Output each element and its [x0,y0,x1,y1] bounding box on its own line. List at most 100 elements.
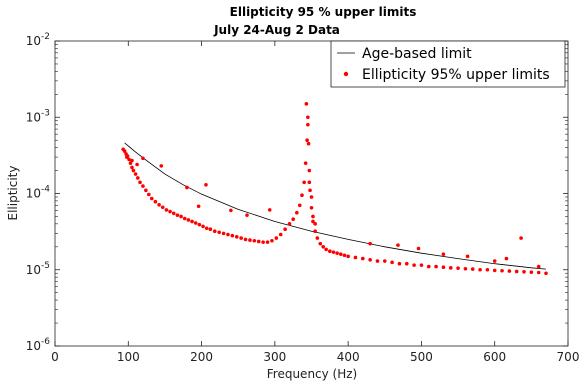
ellipticity-point [201,224,205,229]
ellipticity-point [309,205,314,210]
ellipticity-point [186,218,191,222]
ellipticity-point [141,184,145,188]
ellipticity-point [309,195,314,199]
ellipticity-point [308,188,312,193]
ellipticity-point [229,208,233,213]
ellipticity-point [328,249,332,254]
ellipticity-point [138,180,142,185]
ellipticity-point [245,213,249,217]
ellipticity-point [217,230,221,235]
ellipticity-point [306,115,310,120]
ellipticity-point [368,241,372,246]
x-axis: 0 100 200 300 400 500 600 700 [51,41,579,364]
ellipticity-point [144,188,148,193]
ellipticity-point [153,199,158,204]
legend-entry-ellipticity: Ellipticity 95% upper limits [362,67,550,83]
x-tick-label: 300 [263,350,286,364]
y-axis: 10-6 10-5 10-4 10-3 10-2 [26,32,568,353]
ellipticity-point [212,229,217,234]
ellipticity-point [448,266,453,270]
x-tick-label: 600 [483,350,506,364]
ellipticity-point [485,267,490,272]
x-tick-label: 0 [51,350,59,364]
ellipticity-point [335,251,339,255]
ellipticity-point [305,138,309,142]
ellipticity-point [204,226,209,231]
legend-dot-swatch [343,71,349,77]
ellipticity-point [157,203,161,207]
ellipticity-point [426,264,431,269]
ellipticity-point [291,217,295,222]
ellipticity-point [127,157,131,162]
ellipticity-point [278,232,283,237]
legend-box [330,40,566,88]
plot-area [54,40,569,347]
ellipticity-point [252,238,257,243]
ellipticity-point [265,240,270,244]
ellipticity-point [149,196,154,201]
ellipticity-point [416,246,421,251]
ellipticity-point [368,258,372,262]
ellipticity-point [470,267,475,271]
x-tick-label: 200 [190,350,213,364]
ellipticity-point [190,219,194,224]
ellipticity-point [353,255,358,260]
x-tick-label: 400 [337,350,360,364]
ellipticity-point [179,214,183,219]
ellipticity-point [536,264,541,269]
ellipticity-point [339,252,343,256]
ellipticity-point [441,252,446,256]
ellipticity-point [147,192,151,197]
ellipticity-point [397,261,402,266]
ellipticity-point [141,156,145,161]
ellipticity-point [304,102,309,106]
ellipticity-point [131,168,136,173]
ellipticity-point [434,264,438,269]
ellipticity-point [300,193,304,197]
ellipticity-point [346,254,350,259]
ellipticity-point [307,180,312,185]
ellipticity-point [331,250,336,254]
ellipticity-point [221,231,226,236]
age-based-limit-line [124,142,547,270]
ellipticity-point [302,180,306,185]
ellipticity-point [135,162,139,167]
ellipticity-point [306,141,311,146]
ellipticity-point [230,233,235,238]
ellipticity-point [164,208,169,212]
ellipticity-point [133,172,138,176]
legend: Age-based limit Ellipticity 95% upper li… [330,40,566,88]
ellipticity-point [313,222,317,226]
ellipticity-point [456,266,460,270]
ellipticity-scatter [121,102,548,276]
ellipticity-point [226,232,230,237]
ellipticity-point [248,238,252,242]
ellipticity-point [311,219,315,224]
ellipticity-point [522,270,526,274]
ellipticity-point [441,265,446,270]
ellipticity-point [412,263,416,267]
ellipticity-point [208,227,213,232]
plot-frame [54,40,569,347]
ellipticity-point [463,266,468,271]
ellipticity-point [274,236,279,240]
ellipticity-point [311,214,315,219]
ellipticity-point [297,203,302,208]
x-tick-label: 100 [117,350,140,364]
ellipticity-point [318,241,323,246]
x-tick-label: 500 [410,350,433,364]
ellipticity-point [197,222,202,227]
ellipticity-point [313,229,317,234]
ellipticity-point [243,237,248,242]
ellipticity-point [122,149,127,153]
ellipticity-point [256,239,261,244]
ellipticity-point [196,204,201,209]
ellipticity-point [185,185,189,190]
ellipticity-point [307,168,312,173]
ellipticity-point [204,183,208,187]
ellipticity-point [168,209,172,214]
ellipticity-point [239,236,243,240]
ellipticity-point [529,270,534,274]
legend-entry-age-based-limit: Age-based limit [362,46,472,62]
